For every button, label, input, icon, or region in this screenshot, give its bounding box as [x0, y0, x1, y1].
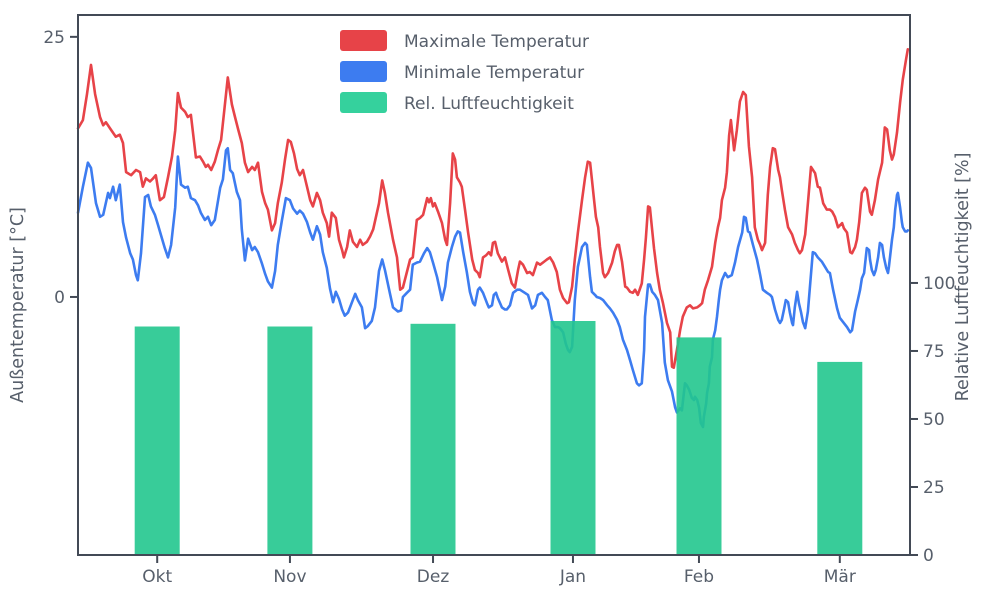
left-axis-label: Außentemperatur [°C] — [8, 207, 28, 403]
humidity-bar-Nov — [267, 326, 313, 555]
x-axis-tick-label: Okt — [142, 567, 172, 587]
humidity-bar-Feb — [676, 337, 722, 555]
right-axis-label: Relative Luftfeuchtigkeit [%] — [953, 153, 973, 402]
right-axis-tick-label: 50 — [923, 410, 945, 430]
legend-label-2: Rel. Luftfeuchtigkeit — [404, 94, 574, 114]
legend-swatch-1 — [340, 61, 387, 82]
series-line-min-temp — [76, 146, 910, 429]
humidity-bar-Jan — [550, 321, 596, 555]
legend-swatch-2 — [340, 92, 387, 113]
series-line-max-temp — [76, 48, 910, 369]
plot-frame — [77, 14, 911, 556]
right-axis-tick-label: 100 — [923, 274, 955, 294]
right-axis-tick-label: 0 — [923, 546, 934, 566]
legend: Maximale Temperatur Minimale Temperatur Re… — [340, 30, 589, 114]
temperature-lines-layer — [76, 48, 910, 429]
x-axis-tick-label: Jan — [559, 567, 586, 587]
x-axis-tick-label: Dez — [417, 567, 450, 587]
right-axis-tick-label: 25 — [923, 478, 945, 498]
x-axis-tick-label: Feb — [684, 567, 714, 587]
left-axis-tick-label: 0 — [54, 288, 65, 308]
legend-swatch-0 — [340, 30, 387, 51]
left-axis-tick-label: 25 — [43, 28, 65, 48]
x-axis-tick-label: Mär — [824, 567, 856, 587]
x-axis-tick-label: Nov — [273, 567, 306, 587]
axis-ticks-layer: 0 25 0 25 50 75 100 Okt Nov Dez Jan Feb Mär — [43, 28, 955, 587]
right-axis-tick-label: 75 — [923, 342, 945, 362]
humidity-bar-Okt — [134, 326, 180, 555]
humidity-bar-Dez — [410, 323, 456, 555]
legend-label-0: Maximale Temperatur — [404, 32, 589, 52]
humidity-bar-Mär — [817, 361, 863, 555]
legend-label-1: Minimale Temperatur — [404, 63, 584, 83]
humidity-bars-layer — [134, 321, 863, 555]
